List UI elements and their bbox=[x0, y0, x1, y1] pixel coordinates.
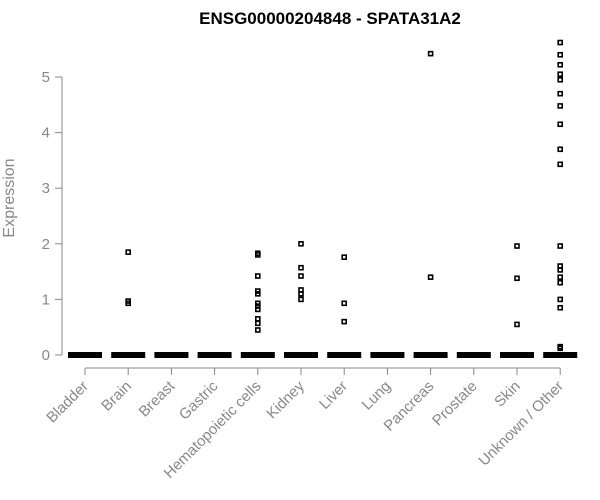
data-point bbox=[255, 320, 261, 327]
data-point bbox=[125, 298, 131, 304]
data-point bbox=[427, 50, 434, 57]
x-tick-label: Prostate bbox=[429, 378, 481, 430]
chart-title: ENSG00000204848 - SPATA31A2 bbox=[199, 9, 461, 28]
data-point bbox=[341, 318, 348, 325]
data-point bbox=[557, 279, 564, 286]
data-point bbox=[557, 146, 564, 153]
data-point bbox=[255, 327, 261, 333]
x-tick-label: Bladder bbox=[43, 378, 92, 427]
y-tick-label: 3 bbox=[42, 180, 50, 197]
x-tick-label: Kidney bbox=[263, 377, 308, 422]
x-tick-label: Breast bbox=[136, 377, 179, 420]
data-point bbox=[255, 300, 261, 307]
data-point bbox=[298, 287, 304, 293]
y-tick-label: 2 bbox=[42, 236, 50, 253]
data-point bbox=[557, 76, 564, 83]
data-points bbox=[68, 39, 578, 358]
data-point bbox=[557, 61, 564, 68]
data-point bbox=[557, 103, 564, 109]
data-point bbox=[557, 243, 564, 249]
zero-points-band bbox=[413, 352, 448, 358]
zero-points-band bbox=[456, 352, 491, 358]
zero-points-band bbox=[327, 352, 362, 358]
zero-points-band bbox=[197, 352, 232, 358]
data-point bbox=[125, 249, 131, 255]
x-tick-label: Skin bbox=[491, 378, 524, 411]
data-point bbox=[557, 71, 564, 78]
data-point bbox=[557, 263, 564, 269]
zero-points-band bbox=[154, 352, 189, 358]
data-point bbox=[557, 121, 564, 128]
data-point bbox=[298, 241, 304, 247]
zero-points-band bbox=[111, 352, 146, 358]
data-point bbox=[298, 273, 304, 279]
data-point bbox=[298, 296, 304, 303]
data-point bbox=[427, 274, 434, 280]
data-point bbox=[514, 243, 520, 249]
zero-points-band bbox=[500, 352, 534, 358]
data-point bbox=[514, 321, 520, 328]
x-tick-label: Lung bbox=[359, 378, 395, 414]
data-point bbox=[557, 274, 564, 280]
data-point bbox=[557, 304, 564, 311]
data-point bbox=[557, 296, 564, 303]
zero-points-band bbox=[68, 352, 102, 358]
data-point bbox=[557, 343, 564, 350]
x-tick-label: Brain bbox=[98, 378, 135, 415]
data-point bbox=[341, 300, 348, 307]
data-point bbox=[557, 39, 564, 46]
y-axis-label: Expression bbox=[1, 158, 18, 237]
zero-points-band bbox=[370, 352, 405, 358]
zero-points-band bbox=[543, 352, 578, 358]
y-tick-label: 0 bbox=[42, 347, 50, 364]
data-point bbox=[255, 316, 261, 322]
data-point bbox=[514, 275, 520, 282]
data-point bbox=[557, 90, 564, 97]
data-point bbox=[341, 254, 348, 260]
zero-points-band bbox=[284, 352, 318, 358]
data-point bbox=[557, 51, 564, 58]
data-point bbox=[298, 264, 304, 271]
x-tick-label: Liver bbox=[316, 378, 351, 413]
y-tick-label: 5 bbox=[42, 69, 50, 86]
y-tick-label: 4 bbox=[42, 125, 50, 142]
data-point bbox=[255, 250, 261, 257]
data-point bbox=[255, 288, 261, 294]
data-point bbox=[557, 161, 564, 168]
data-point bbox=[255, 273, 261, 279]
y-tick-label: 1 bbox=[42, 291, 50, 308]
zero-points-band bbox=[240, 352, 275, 358]
